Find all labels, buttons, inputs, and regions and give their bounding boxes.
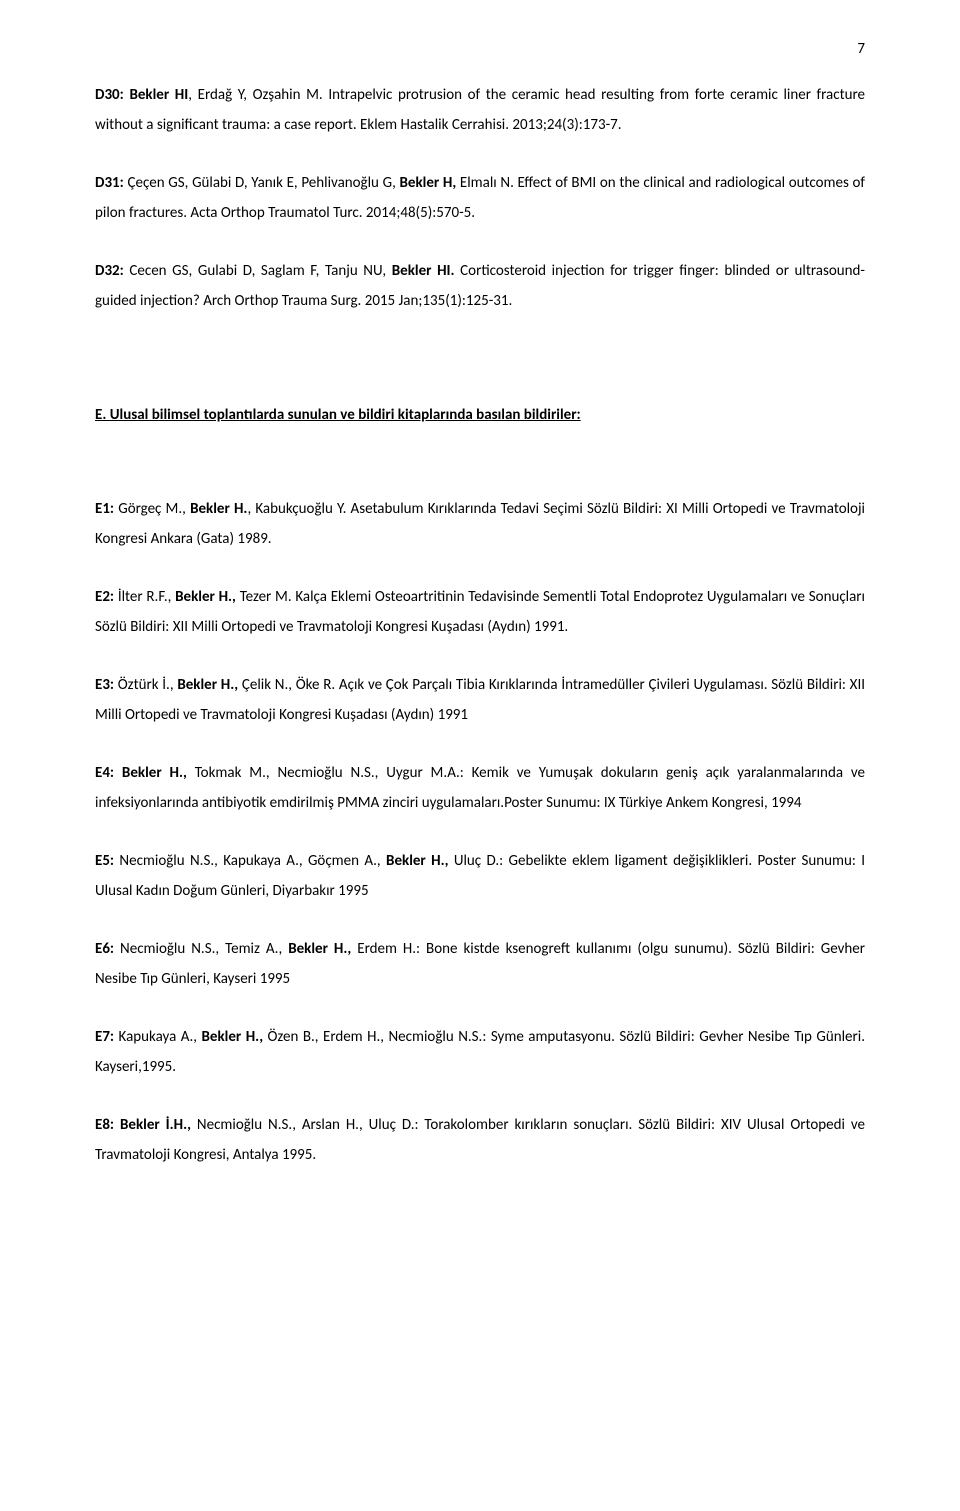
entry-author-bold: Bekler H., — [202, 1028, 264, 1046]
reference-entry: E8: Bekler İ.H., Necmioğlu N.S., Arslan … — [95, 1110, 865, 1170]
entry-text: Necmioğlu N.S., Temiz A., — [114, 940, 288, 958]
entry-text: Necmioğlu N.S., Kapukaya A., Göçmen A., — [114, 852, 386, 870]
reference-entry: D30: Bekler HI, Erdağ Y, Ozşahin M. Intr… — [95, 80, 865, 140]
entry-text: İlter R.F., — [114, 588, 175, 606]
reference-entry: E7: Kapukaya A., Bekler H., Özen B., Erd… — [95, 1022, 865, 1082]
entry-text: Kapukaya A., — [114, 1028, 201, 1046]
entry-author-bold: Bekler H., — [386, 852, 448, 870]
entry-label: E3: — [95, 676, 114, 694]
entry-label: E1: — [95, 500, 114, 518]
entry-text: Necmioğlu N.S., Arslan H., Uluç D.: Tora… — [95, 1116, 865, 1164]
entry-text: Tokmak M., Necmioğlu N.S., Uygur M.A.: K… — [95, 764, 865, 812]
document-page: 7 D30: Bekler HI, Erdağ Y, Ozşahin M. In… — [0, 0, 960, 1511]
entry-author-bold: Bekler H., — [175, 588, 236, 606]
reference-list-bottom: E1: Görgeç M., Bekler H., Kabukçuoğlu Y.… — [95, 494, 865, 1170]
entry-author-bold: Bekler H., — [288, 940, 351, 958]
section-heading: E. Ulusal bilimsel toplantılarda sunulan… — [95, 406, 865, 424]
entry-label: E2: — [95, 588, 114, 606]
entry-label: E8: — [95, 1116, 114, 1134]
entry-author-bold: Bekler HI — [129, 86, 188, 104]
reference-entry: E3: Öztürk İ., Bekler H., Çelik N., Öke … — [95, 670, 865, 730]
page-number: 7 — [857, 40, 865, 58]
entry-label: E5: — [95, 852, 114, 870]
entry-label: E6: — [95, 940, 114, 958]
entry-label: E4: — [95, 764, 114, 782]
entry-author-bold: Bekler H., — [177, 676, 238, 694]
entry-author-bold: Bekler HI. — [392, 262, 455, 280]
entry-label: D31: — [95, 174, 124, 192]
reference-entry: E1: Görgeç M., Bekler H., Kabukçuoğlu Y.… — [95, 494, 865, 554]
entry-text: Cecen GS, Gulabi D, Saglam F, Tanju NU, — [124, 262, 392, 280]
entry-label: D30: — [95, 86, 124, 104]
entry-label: D32: — [95, 262, 124, 280]
entry-author-bold: Bekler H, — [400, 174, 457, 192]
entry-author-bold: Bekler H., — [122, 764, 187, 782]
entry-author-bold: Bekler İ.H., — [120, 1116, 191, 1134]
reference-entry: D31: Çeçen GS, Gülabi D, Yanık E, Pehliv… — [95, 168, 865, 228]
entry-label: E7: — [95, 1028, 114, 1046]
entry-text: Çeçen GS, Gülabi D, Yanık E, Pehlivanoğl… — [124, 174, 400, 192]
reference-list-top: D30: Bekler HI, Erdağ Y, Ozşahin M. Intr… — [95, 80, 865, 316]
entry-text: Öztürk İ., — [114, 676, 177, 694]
entry-text: Görgeç M., — [114, 500, 190, 518]
entry-text: , Erdağ Y, Ozşahin M. Intrapelvic protru… — [95, 86, 865, 134]
reference-entry: E6: Necmioğlu N.S., Temiz A., Bekler H.,… — [95, 934, 865, 994]
reference-entry: E4: Bekler H., Tokmak M., Necmioğlu N.S.… — [95, 758, 865, 818]
entry-author-bold: Bekler H. — [190, 500, 247, 518]
reference-entry: E5: Necmioğlu N.S., Kapukaya A., Göçmen … — [95, 846, 865, 906]
reference-entry: D32: Cecen GS, Gulabi D, Saglam F, Tanju… — [95, 256, 865, 316]
reference-entry: E2: İlter R.F., Bekler H., Tezer M. Kalç… — [95, 582, 865, 642]
